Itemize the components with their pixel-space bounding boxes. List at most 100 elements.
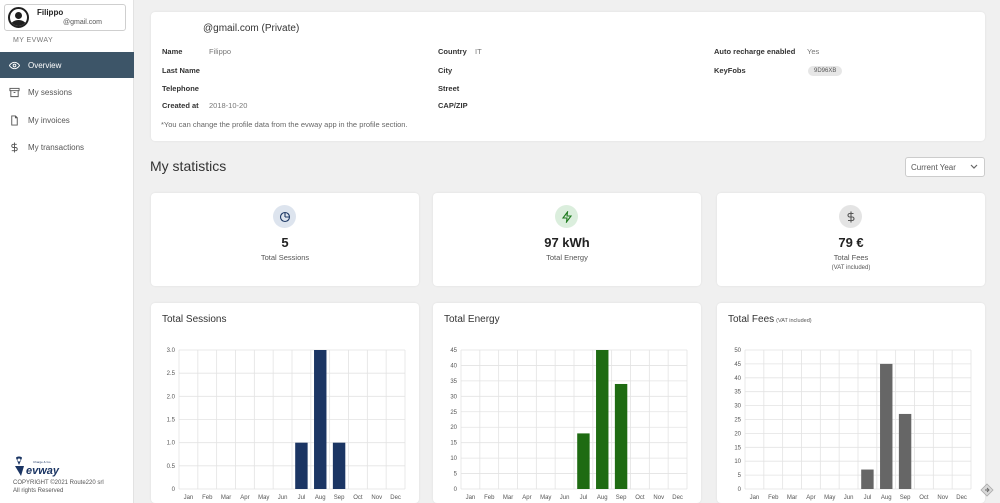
x-tick-label: Aug [597,495,608,501]
stat-card-fees: 79 € Total Fees (VAT included) [717,193,985,286]
x-tick-label: Feb [484,495,495,501]
y-tick-label: 30 [450,394,457,400]
stat-value: 5 [281,235,289,250]
eye-icon [8,59,20,71]
y-tick-label: 35 [734,390,741,396]
x-tick-label: Jun [560,495,570,501]
chart-card-sessions: Total Sessions 0 0.5 1.0 1.5 2.0 2.5 3.0 Jan Feb… [151,303,419,503]
x-tick-label: Mar [787,495,797,501]
user-name: Filippo [37,8,64,17]
chart-title: Total Energy [444,314,500,325]
bar-sep[interactable] [898,413,912,489]
field-value: 2018-10-20 [209,101,248,110]
chart-title: Total Fees (VAT included) [728,314,812,325]
field-value: Yes [807,47,820,56]
y-tick-label: 5 [454,472,458,478]
y-tick-label: 10 [734,459,741,465]
sidebar-item-sessions[interactable]: My sessions [0,79,134,105]
chart-card-energy: Total Energy 0 5 10 15 20 25 30 35 40 45 Jan Feb Mar… [433,303,701,503]
y-tick-label: 30 [734,404,741,410]
diamond-arrow-icon[interactable] [980,483,994,497]
bar-jul[interactable] [577,433,590,489]
logo-tagline: Charge & Go [33,460,51,464]
x-tick-label: Aug [881,495,892,501]
x-tick-label: Apr [240,495,249,501]
sidebar-item-overview[interactable]: Overview [0,52,134,78]
dollar-icon [8,141,20,153]
keyfob-badge: 9D96XB [808,66,843,76]
y-tick-label: 45 [450,348,457,354]
sidebar-item-label: Overview [28,60,62,70]
bar-aug[interactable] [314,350,327,489]
y-tick-label: 45 [734,362,741,368]
y-tick-label: 5 [738,473,742,479]
x-tick-label: Sep [616,495,627,501]
y-tick-label: 10 [450,456,457,462]
x-tick-label: May [258,495,269,501]
copyright: COPYRIGHT ©2021 Route220 srl All rights … [13,480,104,494]
sidebar-item-transactions[interactable]: My transactions [0,134,134,160]
document-icon [8,114,20,126]
x-tick-label: Mar [503,495,513,501]
x-tick-label: Sep [900,495,911,501]
bar-aug[interactable] [596,350,609,489]
y-tick-label: 2.0 [167,394,176,400]
x-tick-label: Jul [298,495,306,501]
stat-value: 79 € [838,235,864,250]
x-tick-label: Jan [750,495,760,501]
y-tick-label: 20 [450,425,457,431]
x-tick-label: Apr [806,495,815,501]
sidebar-item-label: My transactions [28,142,85,152]
section-label: MY EVWAY [13,37,54,44]
profile-title: @gmail.com (Private) [203,23,300,34]
field-value: IT [475,47,482,56]
y-tick-label: 40 [450,363,457,369]
chart-title: Total Sessions [162,314,227,325]
x-tick-label: Aug [315,495,326,501]
bar-sep[interactable] [614,383,628,489]
period-select-value: Current Year [911,162,956,172]
sidebar-item-invoices[interactable]: My invoices [0,107,134,133]
y-tick-label: 15 [734,445,741,451]
stat-card-sessions: 5 Total Sessions [151,193,419,286]
field-label: Country [438,47,467,56]
period-select[interactable]: Current Year [905,157,985,177]
y-tick-label: 3.0 [167,348,176,354]
y-tick-label: 0.5 [167,464,176,470]
sessions-chart: 0 0.5 1.0 1.5 2.0 2.5 3.0 Jan Feb Mar Apr May Jun Jul… [167,348,406,501]
sidebar-item-label: My invoices [28,115,70,125]
user-menu[interactable]: Filippo @gmail.com [4,4,126,31]
y-tick-label: 35 [450,379,457,385]
x-tick-label: Nov [937,495,948,501]
x-tick-label: Jul [580,495,588,501]
y-tick-label: 0 [172,487,176,493]
y-tick-label: 50 [734,348,741,354]
y-tick-label: 1.0 [167,441,176,447]
bar-jul[interactable] [861,469,874,489]
x-tick-label: Dec [672,495,683,501]
sidebar: Filippo @gmail.com MY EVWAY Overview My … [0,0,134,503]
x-tick-label: May [540,495,551,501]
x-tick-label: Apr [522,495,531,501]
bar-jul[interactable] [295,442,308,489]
bar-sep[interactable] [332,442,346,489]
x-tick-label: Oct [919,495,929,501]
field-label: KeyFobs [714,66,746,75]
x-tick-label: May [824,495,835,501]
y-tick-label: 20 [734,431,741,437]
chart-subtitle: (VAT included) [776,318,812,324]
field-label: CAP/ZIP [438,101,468,110]
x-tick-label: Dec [390,495,401,501]
x-tick-label: Nov [653,495,664,501]
bar-aug[interactable] [880,363,893,489]
y-tick-label: 25 [450,410,457,416]
stat-sub: (VAT included) [831,265,871,271]
field-label: Created at [162,101,199,110]
x-tick-label: Mar [221,495,231,501]
y-tick-label: 25 [734,418,741,424]
x-tick-label: Jul [864,495,872,501]
energy-chart: 0 5 10 15 20 25 30 35 40 45 Jan Feb Mar Apr May Jun Jul A… [450,348,688,501]
fees-chart: 0 5 10 15 20 25 30 35 40 45 50 Jan Feb Mar Apr May Jun Ju… [734,348,972,501]
field-label: Last Name [162,66,200,75]
y-tick-label: 1.5 [167,418,176,424]
